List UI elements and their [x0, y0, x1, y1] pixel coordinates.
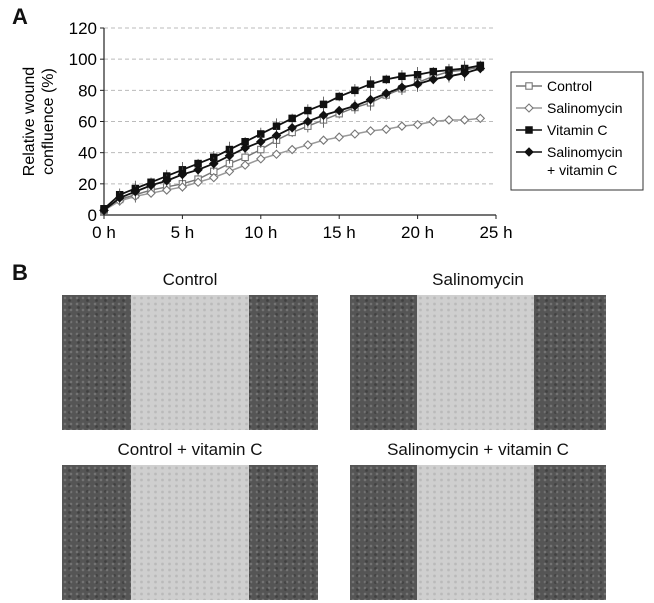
data-point-vitamin-c [288, 114, 296, 123]
y-tick-label: 80 [78, 81, 97, 100]
data-point-salinomycin-vitamin-c [193, 165, 203, 175]
data-point-salinomycin-vitamin-c [444, 71, 454, 82]
series-line-salinomycin-vitamin-c [103, 67, 481, 212]
x-tick-label: 5 h [171, 223, 195, 242]
micrograph-caption-salinomycin: Salinomycin [432, 270, 524, 289]
legend-label-salinomycin: Salinomycin [547, 100, 622, 116]
data-point-salinomycin-vitamin-c [318, 110, 329, 121]
data-point-salinomycin-vitamin-c [381, 88, 392, 99]
legend-marker-vitamin-c [525, 126, 533, 134]
data-point-vitamin-c [382, 75, 390, 84]
legend-label-salinomycin-vitamin-c: Salinomycin + vitamin C [547, 144, 622, 178]
data-point-salinomycin [412, 119, 423, 130]
series-line-control [103, 66, 481, 211]
y-axis-label: Relative wound confluence (%) [21, 67, 57, 176]
wound-gap [131, 295, 249, 430]
legend-marker-control [525, 82, 533, 90]
y-tick-label: 40 [78, 144, 97, 163]
data-point-salinomycin-vitamin-c [177, 169, 188, 180]
data-point-vitamin-c [351, 86, 359, 95]
x-tick-label: 25 h [479, 223, 512, 242]
legend-marker-salinomycin-vitamin-c [524, 147, 534, 157]
data-point-vitamin-c [335, 92, 343, 101]
data-point-salinomycin-vitamin-c [475, 63, 486, 74]
legend-label-control: Control [547, 78, 592, 94]
x-tick-label: 0 h [92, 223, 116, 242]
data-point-salinomycin [224, 166, 235, 177]
data-point-salinomycin-vitamin-c [287, 122, 297, 133]
panel-b-label: B [12, 260, 28, 285]
data-point-salinomycin [350, 129, 360, 139]
data-point-salinomycin-vitamin-c [146, 180, 156, 191]
data-point-salinomycin-vitamin-c [350, 101, 360, 111]
x-tick-label: 15 h [323, 223, 356, 242]
y-tick-label: 60 [78, 113, 97, 132]
data-point-salinomycin [318, 135, 329, 145]
data-point-salinomycin [146, 188, 156, 198]
data-point-salinomycin [271, 149, 282, 160]
panel-a-label: A [12, 4, 28, 29]
data-point-salinomycin [208, 172, 219, 183]
micrograph-control [62, 295, 318, 430]
data-point-salinomycin [177, 182, 188, 192]
data-point-salinomycin [397, 121, 407, 131]
micrograph-caption-salinomycin-vitc: Salinomycin + vitamin C [387, 440, 569, 459]
data-point-salinomycin-vitamin-c [428, 74, 439, 85]
series-line-vitamin-c [103, 64, 481, 210]
data-point-salinomycin-vitamin-c [208, 158, 219, 169]
data-point-salinomycin [334, 132, 344, 142]
y-tick-label: 0 [88, 206, 97, 225]
data-point-salinomycin [428, 116, 439, 127]
data-point-salinomycin [193, 177, 203, 188]
x-tick-label: 10 h [244, 223, 277, 242]
y-tick-label: 120 [69, 19, 97, 38]
data-point-salinomycin-vitamin-c [271, 130, 282, 141]
data-point-salinomycin-vitamin-c [334, 105, 344, 116]
data-point-salinomycin-vitamin-c [256, 136, 266, 147]
data-point-vitamin-c [366, 80, 375, 88]
data-point-salinomycin [444, 115, 454, 125]
data-point-salinomycin-vitamin-c [397, 82, 407, 92]
data-point-salinomycin [240, 160, 250, 170]
x-tick-label: 20 h [401, 223, 434, 242]
data-point-salinomycin-vitamin-c [130, 186, 141, 197]
y-tick-label: 20 [78, 175, 97, 194]
micrograph-caption-control: Control [162, 270, 218, 289]
data-point-salinomycin-vitamin-c [412, 79, 423, 89]
micrograph-control-vitc [62, 465, 318, 600]
data-point-salinomycin [303, 140, 313, 150]
wound-gap [416, 295, 535, 430]
micrograph-salinomycin-vitc [350, 465, 606, 600]
data-point-salinomycin-vitamin-c [303, 116, 313, 127]
legend-label-vitamin-c: Vitamin C [547, 122, 607, 138]
wound-gap [131, 465, 249, 600]
y-tick-label: 100 [69, 50, 97, 69]
data-point-salinomycin [475, 113, 486, 124]
data-point-salinomycin-vitamin-c [365, 94, 376, 105]
data-point-salinomycin [256, 154, 266, 164]
data-point-salinomycin-vitamin-c [114, 193, 125, 203]
micrograph-salinomycin [350, 295, 606, 430]
data-point-salinomycin [459, 115, 470, 125]
wound-gap [416, 465, 535, 600]
data-point-vitamin-c [429, 67, 438, 76]
data-point-salinomycin [365, 126, 376, 136]
data-point-vitamin-c [304, 106, 312, 115]
data-point-salinomycin-vitamin-c [459, 68, 470, 78]
data-point-salinomycin-vitamin-c [240, 143, 250, 153]
data-point-salinomycin [381, 124, 392, 135]
data-point-salinomycin-vitamin-c [99, 205, 109, 216]
data-point-salinomycin-vitamin-c [224, 151, 235, 161]
data-point-vitamin-c [398, 72, 406, 81]
data-point-salinomycin [287, 144, 297, 155]
wound-confluence-chart: 0 20 40 60 80 100 120 0 h 5 h 10 h 15 h 20 h 25 h Rel… [21, 19, 644, 242]
data-point-salinomycin-vitamin-c [161, 175, 172, 186]
micrograph-caption-control-vitc: Control + vitamin C [117, 440, 263, 459]
data-point-salinomycin [161, 185, 172, 195]
legend-marker-salinomycin [524, 103, 534, 113]
data-point-control [241, 153, 249, 162]
legend-box [510, 71, 644, 191]
data-point-vitamin-c [319, 100, 328, 109]
